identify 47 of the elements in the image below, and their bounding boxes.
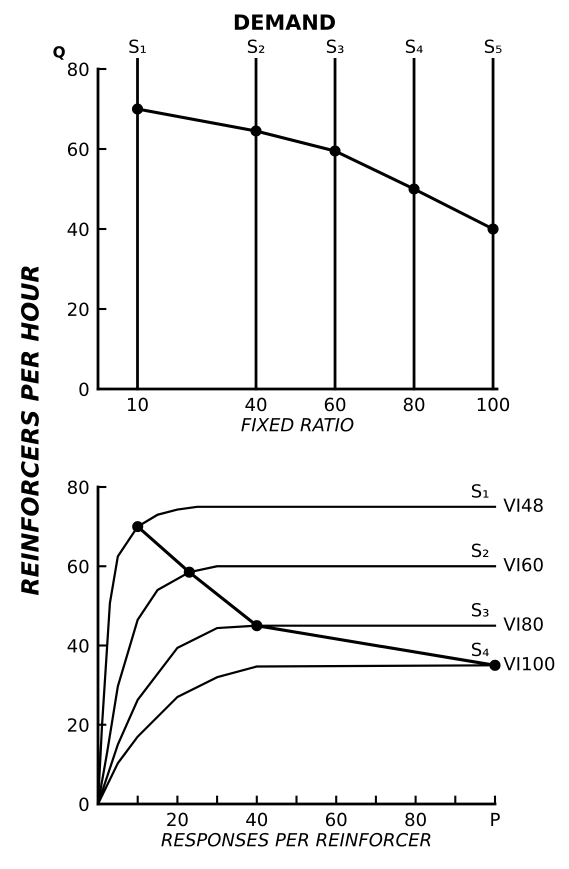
x-axis-title: FIXED RATIO	[241, 418, 354, 432]
point	[251, 620, 262, 632]
x-tick-label: 40	[246, 812, 268, 826]
ref-line-label: S₅	[484, 39, 502, 54]
y-tick-label: 80	[68, 62, 88, 76]
x-tick-label: 80	[404, 398, 424, 412]
y-tick-label: 40	[68, 222, 88, 236]
chart-title: DEMAND	[234, 14, 335, 30]
x-tick-label: 60	[326, 812, 346, 826]
y-tick-label: 80	[68, 480, 88, 494]
point	[487, 223, 499, 235]
y-tick-label: 40	[68, 638, 88, 653]
point	[489, 660, 501, 671]
x-tick-label: 10	[128, 398, 148, 412]
y-tick-label: 20	[68, 718, 88, 732]
series-label: S₃	[472, 602, 489, 617]
point	[132, 103, 144, 115]
series-label: S₄	[472, 642, 489, 656]
ref-line-label: S₄	[406, 39, 423, 54]
point	[132, 521, 144, 532]
x-axis-title: RESPONSES PER REINFORCER	[161, 832, 430, 847]
series-label: S₁	[472, 484, 488, 498]
y-axis-title: REINFORCERS PER HOUR	[20, 266, 39, 596]
x-tick-label: 80	[405, 812, 426, 826]
text: VI100	[503, 656, 554, 671]
y-tick-label: 20	[68, 302, 88, 316]
text: VI48	[503, 498, 543, 512]
y-tick-label: 0	[79, 797, 88, 812]
text: Q	[53, 46, 65, 60]
point	[329, 145, 341, 157]
point	[184, 566, 195, 578]
y-tick-label: 60	[68, 142, 88, 156]
point	[408, 183, 420, 195]
x-tick-label: 60	[324, 398, 346, 412]
y-tick-label: 0	[79, 382, 88, 396]
x-tick-label: P	[491, 812, 500, 826]
ref-line-label: S₂	[248, 39, 264, 54]
x-tick-label: 100	[478, 398, 510, 412]
x-tick-label: 40	[245, 398, 266, 412]
series-label: S₂	[472, 544, 488, 558]
point	[250, 125, 262, 137]
ref-line-label: S₁	[129, 39, 146, 54]
text: VI60	[503, 558, 543, 572]
x-tick-label: 20	[167, 812, 188, 826]
ref-line-label: S₃	[326, 39, 344, 54]
text: VI80	[503, 617, 543, 631]
y-tick-label: 60	[68, 560, 88, 574]
